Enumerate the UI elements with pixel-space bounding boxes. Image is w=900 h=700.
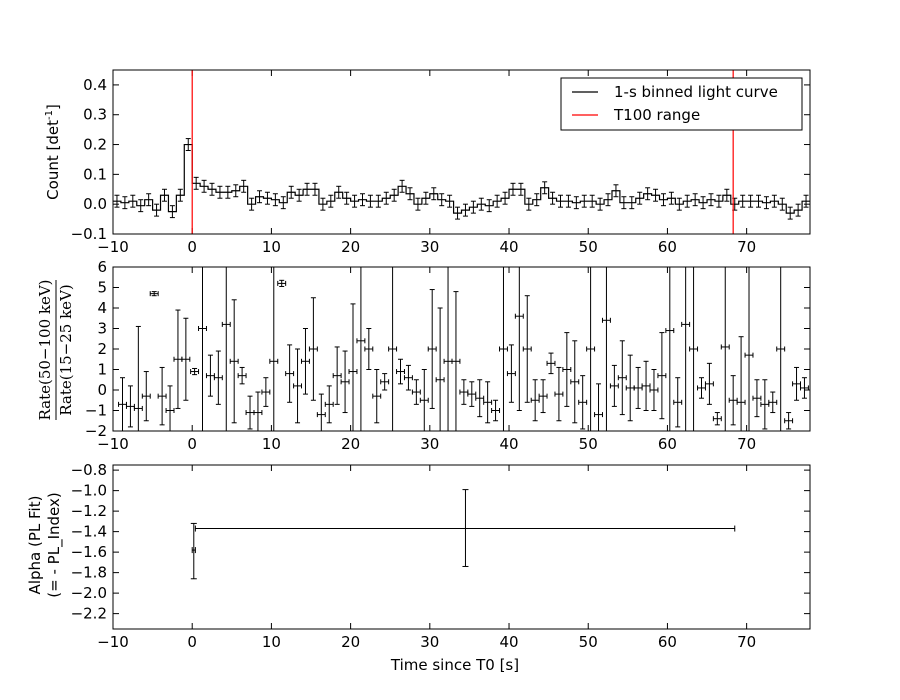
hardness-ratio-x-ticks: −10 0 10 20 30 40 50 60 70 (97, 435, 756, 453)
alpha-y-tick-label: −1.6 (71, 543, 107, 561)
light-curve-y-tick-label: 0.3 (83, 106, 107, 124)
hardness-ratio-x-tick-label: 70 (737, 435, 756, 453)
hardness-ratio-y-tick-label: −2 (85, 422, 107, 440)
hardness-ratio-y-tick-label: 6 (97, 258, 107, 276)
hardness-ratio-y-tick-label: 0 (97, 381, 107, 399)
light-curve-y-tick-label: 0.1 (83, 165, 107, 183)
hardness-ratio-x-tick-label: 40 (499, 435, 518, 453)
hardness-ratio-x-tick-label: 50 (579, 435, 598, 453)
light-curve-x-tick-label: 70 (737, 238, 756, 256)
alpha-y-tick-label: −1.4 (71, 523, 107, 541)
hardness-ratio-x-tick-label: 0 (187, 435, 197, 453)
alpha-x-tick-label: 20 (341, 633, 360, 651)
legend-label-t100: T100 range (613, 106, 700, 124)
alpha-y-tick-label: −2.0 (71, 584, 107, 602)
light-curve-y-label-sup: -1 (44, 110, 55, 120)
light-curve-x-tick-label: −10 (97, 238, 129, 256)
light-curve-panel: −10 0 10 20 30 40 50 60 70 −0.1 0.0 0.1 0.2 0.3 0.4 C… (44, 69, 811, 256)
light-curve-x-tick-label: 60 (658, 238, 677, 256)
legend-label-light-curve: 1-s binned light curve (614, 83, 778, 101)
alpha-plot-area (112, 464, 811, 630)
alpha-x-tick-label: 70 (737, 633, 756, 651)
light-curve-y-ticks: −0.1 0.0 0.1 0.2 0.3 0.4 (71, 76, 107, 243)
hardness-ratio-y-label-denominator: Rate(15−25 keV) (57, 284, 75, 416)
legend-box (560, 77, 803, 131)
hardness-ratio-y-tick-label: 2 (97, 340, 107, 358)
light-curve-frame (112, 69, 811, 235)
hardness-ratio-y-tick-label: 4 (97, 299, 107, 317)
hardness-ratio-y-ticks: −2 −1 0 1 2 3 4 5 6 (85, 258, 107, 440)
alpha-x-tick-label: 50 (579, 633, 598, 651)
light-curve-x-tick-label: 10 (262, 238, 281, 256)
legend: 1-s binned light curve T100 range (560, 77, 803, 131)
alpha-x-tick-label: 40 (499, 633, 518, 651)
light-curve-y-label-main: Count [det (44, 120, 62, 200)
light-curve-y-label: Count [det-1] (44, 104, 62, 200)
light-curve-x-ticks: −10 0 10 20 30 40 50 60 70 (97, 238, 756, 256)
hardness-ratio-y-tick-label: 5 (97, 279, 107, 297)
alpha-x-ticks: −10 0 10 20 30 40 50 60 70 (97, 633, 756, 651)
alpha-x-tick-label: −10 (97, 633, 129, 651)
alpha-x-tick-label: 10 (262, 633, 281, 651)
light-curve-y-label-tail: ] (44, 104, 62, 110)
hardness-ratio-x-tick-label: 10 (262, 435, 281, 453)
alpha-panel: −10 0 10 20 30 40 50 60 70 −2.2−2.0−1.8−1.6−1.4−… (26, 461, 811, 674)
light-curve-y-tick-label: 0.2 (83, 136, 107, 154)
light-curve-x-tick-label: 40 (499, 238, 518, 256)
alpha-y-label-line2: (= - PL_Index) (45, 492, 64, 597)
alpha-y-tick-label: −0.8 (71, 461, 107, 479)
alpha-y-label-line1: Alpha (PL Fit) (26, 496, 44, 595)
light-curve-step-line (113, 143, 810, 214)
alpha-x-tick-label: 60 (658, 633, 677, 651)
light-curve-y-tick-label: 0.0 (83, 195, 107, 213)
hardness-ratio-x-tick-label: 20 (341, 435, 360, 453)
hardness-ratio-y-label: Rate(50−100 keV) Rate(15−25 keV) (36, 279, 75, 420)
alpha-x-tick-label: 30 (420, 633, 439, 651)
light-curve-x-tick-label: 50 (579, 238, 598, 256)
hardness-ratio-x-tick-label: −10 (97, 435, 129, 453)
hardness-ratio-y-tick-label: −1 (85, 402, 107, 420)
alpha-x-tick-label: 0 (187, 633, 197, 651)
x-axis-label: Time since T0 [s] (390, 656, 519, 674)
alpha-y-ticks: −2.2 −2.0 −1.8 −1.6 −1.4 −1.2 −1.0 −0.8 (71, 461, 107, 623)
hardness-ratio-frame (112, 266, 811, 432)
hardness-ratio-x-tick-label: 60 (658, 435, 677, 453)
hardness-ratio-x-tick-label: 30 (420, 435, 439, 453)
light-curve-y-tick-label: −0.1 (71, 225, 107, 243)
light-curve-x-tick-label: 30 (420, 238, 439, 256)
hardness-ratio-y-tick-label: 1 (97, 361, 107, 379)
hardness-ratio-y-tick-label: 3 (97, 320, 107, 338)
alpha-y-tick-label: −1.2 (71, 502, 107, 520)
hardness-ratio-y-label-numerator: Rate(50−100 keV) (36, 279, 54, 420)
hardness-ratio-plot-area (112, 266, 811, 432)
alpha-frame (112, 464, 811, 630)
light-curve-x-tick-label: 0 (187, 238, 197, 256)
light-curve-y-tick-label: 0.4 (83, 76, 107, 94)
alpha-y-tick-label: −2.2 (71, 605, 107, 623)
alpha-y-tick-label: −1.0 (71, 482, 107, 500)
alpha-y-tick-label: −1.8 (71, 564, 107, 582)
light-curve-x-tick-label: 20 (341, 238, 360, 256)
